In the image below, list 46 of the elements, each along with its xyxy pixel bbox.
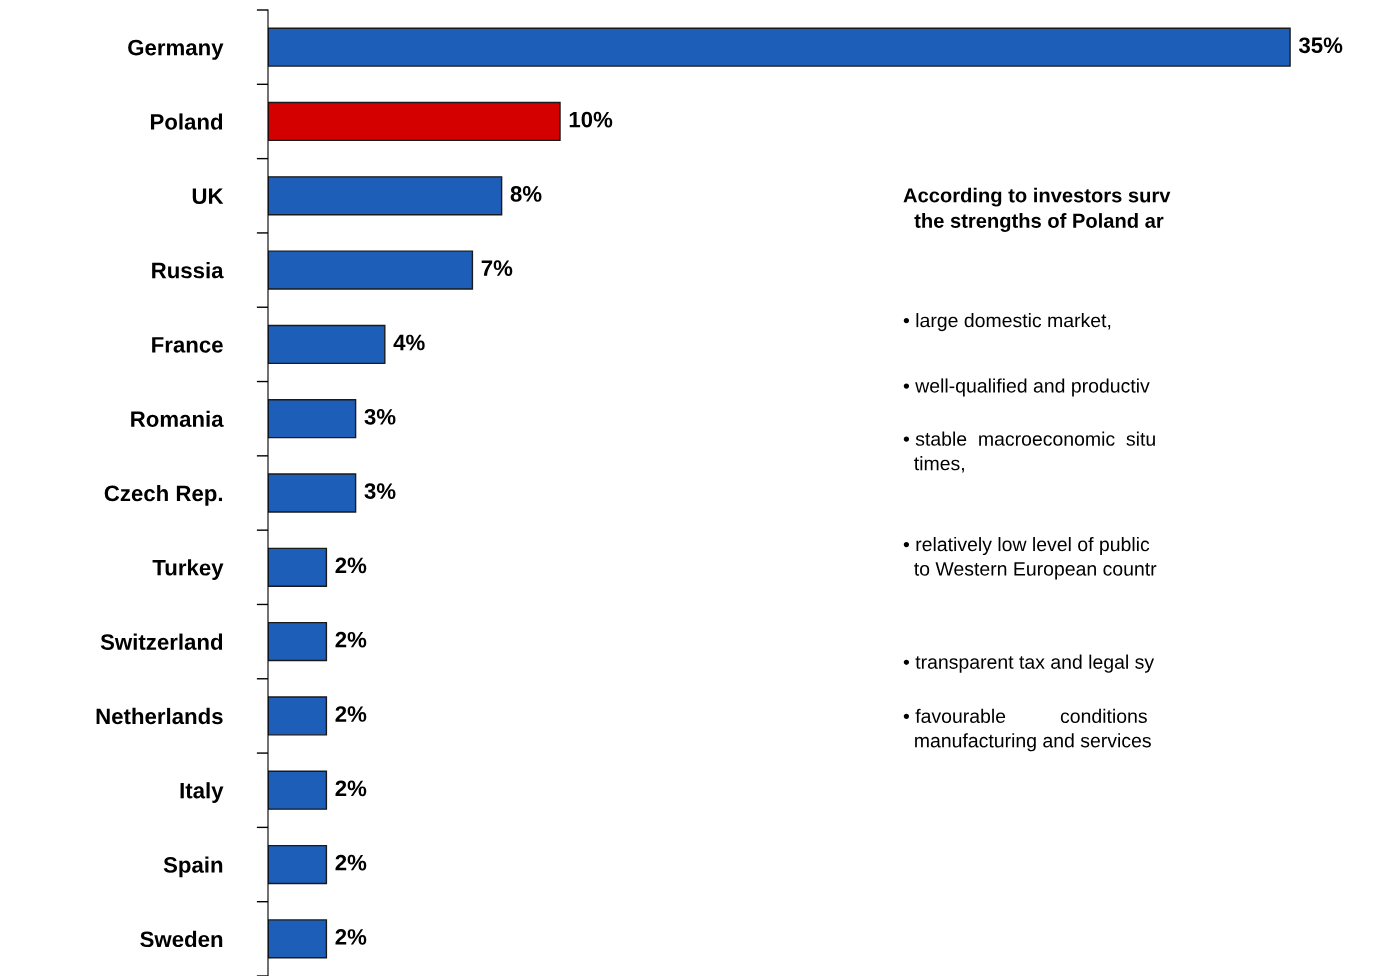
bar <box>268 250 474 290</box>
bar <box>268 770 328 810</box>
bar <box>268 324 386 365</box>
y-tick-label: Sweden <box>140 930 223 948</box>
bar <box>268 176 503 216</box>
bar <box>268 844 328 885</box>
data-label: 35% <box>1298 37 1343 54</box>
data-label: 2% <box>335 557 367 574</box>
data-label: 4% <box>393 334 425 351</box>
annotation: • transparent tax and legal sy <box>903 654 1155 673</box>
data-label: 3% <box>364 483 396 499</box>
annotation: According to investors surv the strengths of Poland ar <box>903 187 1171 232</box>
y-tick-label: Russia <box>152 262 224 279</box>
y-tick-label: Spain <box>163 856 223 878</box>
y-tick-label: Turkey <box>152 559 224 580</box>
y-tick-label: UK <box>192 188 224 205</box>
data-label: 2% <box>335 854 367 871</box>
data-label: 3% <box>364 408 396 425</box>
bar <box>268 27 1291 67</box>
bar <box>268 399 357 439</box>
y-tick-label: Germany <box>128 39 224 60</box>
y-tick-label: Poland <box>150 113 223 130</box>
bar <box>268 621 328 662</box>
annotation: • favourable conditions manufacturing and services <box>903 708 1151 752</box>
data-label: 7% <box>481 260 513 276</box>
y-tick-label: Czech Rep. <box>104 484 223 506</box>
bar <box>268 919 328 959</box>
bar <box>268 473 357 513</box>
annotation: • well-qualified and productiv <box>903 378 1150 397</box>
data-label: 10% <box>569 111 613 128</box>
bar <box>268 547 328 587</box>
data-label: 2% <box>335 706 367 722</box>
annotation: • stable macroeconomic situ times, <box>903 431 1155 473</box>
data-label: 2% <box>335 631 367 648</box>
data-label: 2% <box>335 929 367 945</box>
annotation: • large domestic market, <box>903 313 1111 332</box>
y-tick-label: Romania <box>131 410 224 427</box>
y-tick-label: Switzerland <box>100 633 223 650</box>
annotation: • relatively low level of public to Western European countr <box>903 536 1157 580</box>
bar <box>268 696 328 736</box>
y-tick-label: France <box>152 337 223 353</box>
y-tick-label: Italy <box>180 782 224 803</box>
bar <box>268 101 561 142</box>
y-tick-label: Netherlands <box>96 707 223 725</box>
data-label: 2% <box>335 780 367 797</box>
data-label: 8% <box>510 186 542 202</box>
